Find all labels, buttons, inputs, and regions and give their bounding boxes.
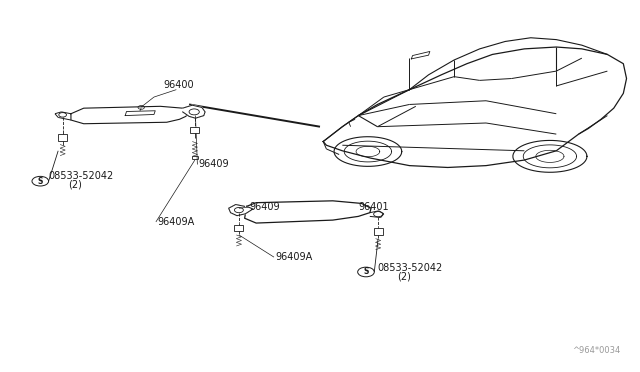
FancyBboxPatch shape	[234, 225, 243, 231]
FancyBboxPatch shape	[58, 134, 67, 141]
Text: 96409: 96409	[198, 159, 229, 169]
Text: 96400: 96400	[164, 80, 194, 90]
Text: (2): (2)	[68, 180, 82, 190]
FancyBboxPatch shape	[190, 127, 199, 134]
FancyBboxPatch shape	[374, 228, 383, 235]
Text: 08533-52042: 08533-52042	[49, 171, 114, 181]
Text: 96401: 96401	[358, 202, 389, 212]
Text: 96409A: 96409A	[275, 252, 312, 262]
Text: ^964*0034: ^964*0034	[572, 346, 620, 355]
Polygon shape	[182, 105, 205, 118]
Text: 96409: 96409	[250, 202, 280, 212]
Text: 08533-52042: 08533-52042	[378, 263, 443, 273]
Text: (2): (2)	[397, 272, 410, 282]
Text: S: S	[38, 177, 43, 186]
Polygon shape	[228, 205, 253, 216]
Text: 96409A: 96409A	[157, 217, 195, 227]
Text: S: S	[364, 267, 369, 276]
